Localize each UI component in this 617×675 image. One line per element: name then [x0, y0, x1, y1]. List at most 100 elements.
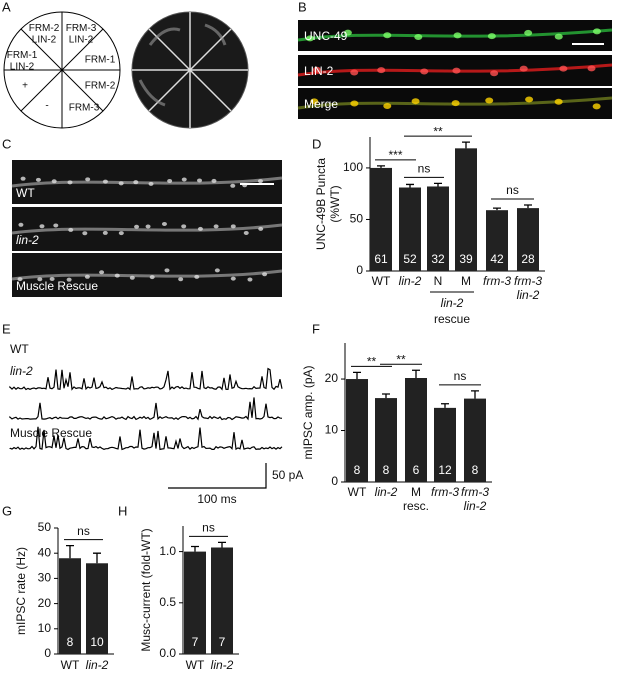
punctum	[68, 227, 74, 232]
error-bar	[191, 545, 199, 552]
punctum	[148, 181, 154, 186]
bar	[370, 167, 392, 271]
punctum	[377, 67, 386, 74]
panel-label: E	[2, 321, 11, 336]
bar	[346, 379, 368, 482]
sector-label: FRM-1 LIN-2	[7, 50, 38, 73]
punctum	[102, 230, 108, 235]
x-tick-label: lin-2	[211, 658, 234, 672]
significance-label: ns	[77, 524, 90, 538]
punctum	[35, 177, 41, 182]
error-bar	[441, 403, 449, 408]
sector-label: FRM-2 LIN-2	[29, 23, 60, 46]
punctum	[559, 65, 568, 72]
punctum	[114, 273, 120, 278]
punctum	[53, 223, 59, 228]
punctum	[39, 224, 45, 229]
y-tick-label: 0.5	[159, 595, 176, 609]
y-tick-label: 50	[38, 520, 52, 534]
bar	[211, 547, 233, 654]
punctum	[383, 103, 392, 110]
n-label: 8	[354, 463, 361, 477]
punctum	[84, 274, 90, 279]
bar	[464, 398, 486, 482]
punctum	[67, 180, 73, 185]
sector-label: -	[45, 101, 48, 112]
n-label: 61	[374, 252, 388, 266]
panel-label: F	[312, 321, 320, 336]
punctum	[167, 178, 173, 183]
punctum	[197, 226, 203, 231]
micrograph	[297, 88, 613, 119]
punctum	[343, 29, 352, 36]
channel-label: LIN-2	[304, 64, 334, 78]
punctum	[213, 224, 219, 229]
significance-label: ns	[454, 369, 467, 383]
punctum	[587, 65, 596, 72]
n-label: 6	[413, 463, 420, 477]
bar	[399, 187, 421, 271]
error-bar	[524, 204, 532, 209]
error-bar	[353, 371, 361, 380]
punctum	[257, 179, 263, 184]
punctum	[411, 98, 420, 105]
punctum	[118, 231, 124, 236]
punctum	[149, 275, 155, 280]
y-tick-label: 0.0	[159, 646, 176, 660]
significance-label: **	[396, 352, 406, 366]
strip-label: WT	[16, 186, 35, 200]
n-label: 12	[438, 463, 452, 477]
punctum	[178, 277, 184, 282]
bar	[59, 558, 81, 654]
plate-photo	[131, 11, 249, 129]
punctum	[99, 270, 105, 275]
punctum	[85, 177, 91, 182]
punctum	[20, 176, 26, 181]
punctum	[164, 268, 170, 273]
punctum	[490, 70, 499, 77]
n-label: 8	[472, 463, 479, 477]
punctum	[592, 28, 601, 35]
scale-label: 100 ms	[197, 492, 236, 506]
punctum	[525, 96, 534, 103]
punctum	[554, 98, 563, 105]
punctum	[211, 178, 217, 183]
bar	[517, 208, 539, 271]
x-tick-label: N	[434, 274, 443, 288]
punctum	[129, 275, 135, 280]
n-label: 10	[90, 635, 104, 649]
x-tick-label: WT	[348, 485, 367, 499]
error-bar	[434, 182, 442, 187]
n-label: 28	[521, 252, 535, 266]
significance-label: **	[433, 124, 443, 138]
group-label: lin-2	[441, 296, 464, 310]
punctum	[37, 277, 43, 282]
x-tick-label: lin-2	[399, 274, 422, 288]
neurite	[11, 269, 283, 281]
y-axis-label: UNC-49B Puncta(%WT)	[314, 158, 342, 250]
group-label: rescue	[434, 312, 470, 326]
punctum	[118, 181, 124, 186]
significance-label: ***	[388, 148, 402, 162]
y-tick-label: 100	[343, 160, 363, 174]
punctum	[181, 224, 187, 229]
strip-label: Muscle Rescue	[16, 279, 98, 293]
y-axis-label: Musc-current (fold-WT)	[139, 528, 153, 651]
micrograph	[297, 20, 613, 51]
sector-label: FRM-1	[85, 55, 116, 66]
punctum	[134, 224, 140, 229]
x-tick-label: lin-2	[375, 485, 398, 499]
punctum	[420, 68, 429, 75]
scale-bar	[168, 463, 267, 489]
punctum	[214, 268, 220, 273]
error-bar	[406, 183, 414, 188]
error-bar	[218, 541, 226, 548]
y-tick-label: 50	[350, 212, 364, 226]
punctum	[247, 277, 253, 282]
punctum	[306, 35, 315, 42]
x-tick-label: WT	[61, 658, 80, 672]
punctum	[487, 33, 496, 40]
punctum	[66, 277, 72, 282]
bar	[434, 407, 456, 482]
